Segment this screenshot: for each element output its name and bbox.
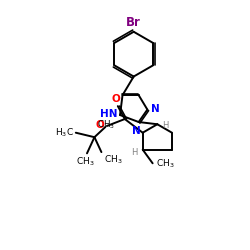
Text: H: H [162, 121, 168, 130]
Text: H: H [131, 148, 138, 156]
Text: CH$_3$: CH$_3$ [98, 118, 116, 131]
Text: O: O [95, 120, 104, 130]
Text: N: N [132, 126, 141, 136]
Text: H$_3$C: H$_3$C [55, 126, 74, 139]
Text: CH$_3$: CH$_3$ [104, 153, 122, 166]
Text: CH$_3$: CH$_3$ [156, 157, 174, 170]
Text: O: O [112, 94, 120, 104]
Text: N: N [150, 104, 159, 114]
Text: CH$_3$: CH$_3$ [76, 156, 95, 168]
Text: Br: Br [126, 16, 141, 29]
Text: HN: HN [100, 109, 117, 119]
